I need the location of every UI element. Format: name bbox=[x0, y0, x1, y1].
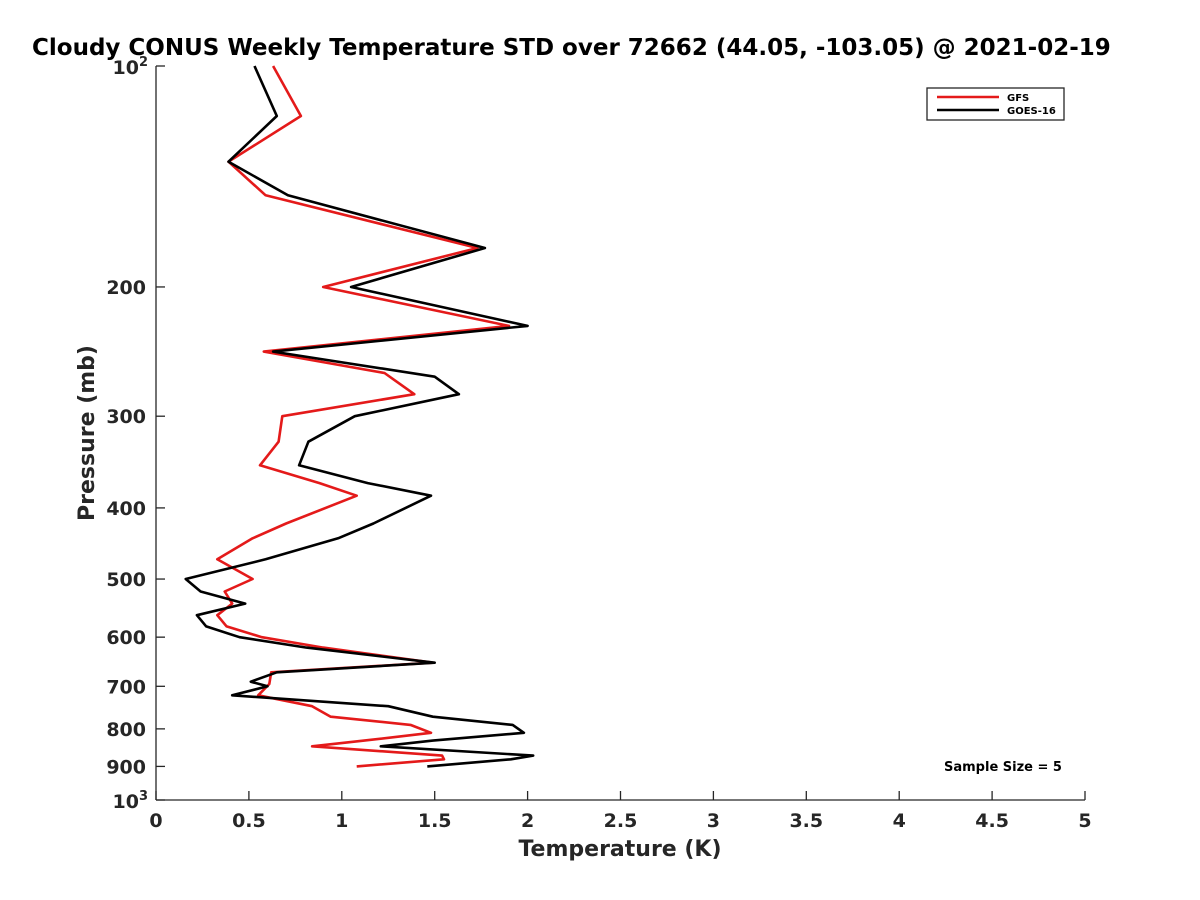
y-axis-ticks: 200 300 400 500 600 700 800 900 102 103 bbox=[106, 55, 165, 813]
y-tick-label: 600 bbox=[106, 627, 146, 649]
y-tick-label: 500 bbox=[106, 569, 146, 591]
x-tick-label: 1 bbox=[335, 810, 348, 832]
sample-size-annotation: Sample Size = 5 bbox=[944, 760, 1062, 775]
x-tick-label: 3.5 bbox=[789, 810, 823, 832]
legend: GFS GOES-16 bbox=[926, 87, 1065, 121]
series-line-goes-16 bbox=[184, 65, 535, 768]
legend-box bbox=[926, 87, 1065, 121]
x-axis-label: Temperature (K) bbox=[518, 837, 721, 862]
y-tick-label: 300 bbox=[106, 406, 146, 428]
x-tick-label: 3 bbox=[707, 810, 720, 832]
y-tick-label: 800 bbox=[106, 719, 146, 741]
series-lines bbox=[184, 65, 535, 768]
x-tick-label: 4 bbox=[893, 810, 906, 832]
y-tick-label: 200 bbox=[106, 277, 146, 299]
plot-area bbox=[155, 66, 1085, 801]
y-tick-label-power: 102 bbox=[113, 55, 149, 79]
y-tick-label: 700 bbox=[106, 676, 146, 698]
x-axis-ticks: 0 0.5 1 1.5 2 2.5 3 3.5 4 4.5 5 bbox=[149, 791, 1092, 832]
x-tick-label: 0 bbox=[149, 810, 162, 832]
legend-label: GFS bbox=[1007, 93, 1029, 104]
x-tick-label: 5 bbox=[1078, 810, 1091, 832]
x-tick-label: 2.5 bbox=[604, 810, 638, 832]
y-axis-label: Pressure (mb) bbox=[75, 345, 100, 521]
chart-title: Cloudy CONUS Weekly Temperature STD over… bbox=[32, 35, 1111, 61]
y-tick-label: 900 bbox=[106, 756, 146, 778]
series-line-gfs bbox=[216, 65, 511, 768]
x-tick-label: 1.5 bbox=[418, 810, 452, 832]
x-tick-label: 4.5 bbox=[975, 810, 1009, 832]
x-tick-label: 2 bbox=[521, 810, 534, 832]
y-tick-label-power: 103 bbox=[113, 789, 149, 813]
y-tick-label: 400 bbox=[106, 498, 146, 520]
x-tick-label: 0.5 bbox=[232, 810, 266, 832]
legend-label: GOES-16 bbox=[1007, 106, 1056, 117]
